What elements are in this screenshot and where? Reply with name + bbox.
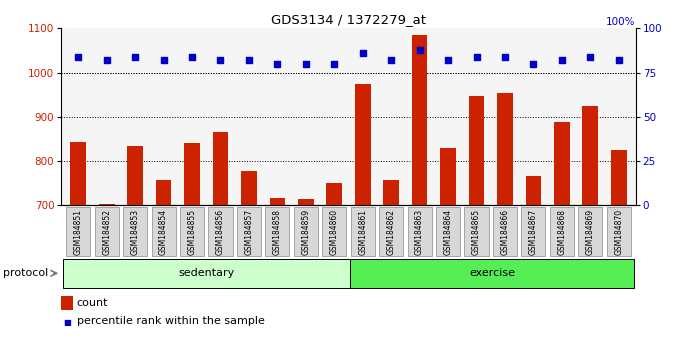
Bar [184, 143, 200, 205]
Bar [213, 132, 228, 205]
FancyBboxPatch shape [407, 207, 432, 256]
FancyBboxPatch shape [322, 207, 346, 256]
Text: GSM184854: GSM184854 [159, 209, 168, 255]
Text: GSM184851: GSM184851 [73, 209, 83, 255]
Text: GSM184864: GSM184864 [443, 209, 453, 255]
Text: GSM184867: GSM184867 [529, 209, 538, 255]
Text: GSM184869: GSM184869 [585, 209, 595, 255]
Point [585, 54, 596, 59]
FancyBboxPatch shape [123, 207, 148, 256]
Bar [384, 180, 399, 205]
Bar [269, 198, 285, 205]
Text: GSM184855: GSM184855 [188, 209, 197, 255]
Bar [326, 183, 342, 205]
FancyBboxPatch shape [493, 207, 517, 256]
Bar [412, 35, 428, 205]
FancyBboxPatch shape [265, 207, 290, 256]
Bar [583, 106, 598, 205]
Bar [440, 148, 456, 205]
Text: exercise: exercise [469, 268, 515, 278]
FancyBboxPatch shape [294, 207, 318, 256]
Text: count: count [77, 298, 108, 308]
Point [215, 57, 226, 63]
FancyBboxPatch shape [180, 207, 204, 256]
Point [301, 61, 311, 67]
FancyBboxPatch shape [66, 207, 90, 256]
Bar [611, 149, 626, 205]
Text: GSM184865: GSM184865 [472, 209, 481, 255]
Text: ■: ■ [63, 318, 71, 327]
Point [329, 61, 340, 67]
Point [443, 57, 454, 63]
FancyBboxPatch shape [549, 207, 574, 256]
FancyBboxPatch shape [464, 207, 489, 256]
Text: GSM184859: GSM184859 [301, 209, 310, 255]
FancyBboxPatch shape [350, 259, 634, 287]
Point [101, 57, 112, 63]
FancyBboxPatch shape [63, 259, 350, 287]
FancyBboxPatch shape [237, 207, 261, 256]
Text: GSM184868: GSM184868 [558, 209, 566, 255]
Bar [127, 147, 143, 205]
Bar [71, 142, 86, 205]
Bar [298, 199, 313, 205]
FancyBboxPatch shape [208, 207, 233, 256]
Point [556, 57, 567, 63]
Bar [469, 96, 484, 205]
Point [471, 54, 482, 59]
Text: percentile rank within the sample: percentile rank within the sample [77, 316, 265, 326]
Title: GDS3134 / 1372279_at: GDS3134 / 1372279_at [271, 13, 426, 26]
Point [73, 54, 84, 59]
Point [357, 50, 368, 56]
FancyBboxPatch shape [379, 207, 403, 256]
Bar [156, 180, 171, 205]
Bar [497, 93, 513, 205]
Text: GSM184853: GSM184853 [131, 209, 139, 255]
Point [500, 54, 511, 59]
Point [528, 61, 539, 67]
Text: GSM184870: GSM184870 [614, 209, 624, 255]
Text: GSM184860: GSM184860 [330, 209, 339, 255]
Point [158, 57, 169, 63]
FancyBboxPatch shape [152, 207, 175, 256]
Point [414, 47, 425, 52]
Bar [554, 122, 570, 205]
FancyBboxPatch shape [95, 207, 119, 256]
Text: GSM184863: GSM184863 [415, 209, 424, 255]
FancyBboxPatch shape [522, 207, 545, 256]
Bar [526, 176, 541, 205]
Point [243, 57, 254, 63]
Point [272, 61, 283, 67]
Text: GSM184858: GSM184858 [273, 209, 282, 255]
FancyBboxPatch shape [607, 207, 631, 256]
Bar [241, 171, 257, 205]
Point [186, 54, 197, 59]
Text: GSM184857: GSM184857 [244, 209, 254, 255]
Text: protocol: protocol [3, 268, 49, 278]
Text: GSM184861: GSM184861 [358, 209, 367, 255]
Point [386, 57, 396, 63]
Text: GSM184862: GSM184862 [387, 209, 396, 255]
FancyBboxPatch shape [436, 207, 460, 256]
Text: sedentary: sedentary [178, 268, 235, 278]
FancyBboxPatch shape [351, 207, 375, 256]
Text: GSM184852: GSM184852 [102, 209, 112, 255]
Point [613, 57, 624, 63]
Point [130, 54, 141, 59]
Text: GSM184856: GSM184856 [216, 209, 225, 255]
FancyBboxPatch shape [578, 207, 602, 256]
Text: 100%: 100% [607, 17, 636, 27]
Text: GSM184866: GSM184866 [500, 209, 509, 255]
Bar [355, 84, 371, 205]
Bar [99, 204, 114, 205]
